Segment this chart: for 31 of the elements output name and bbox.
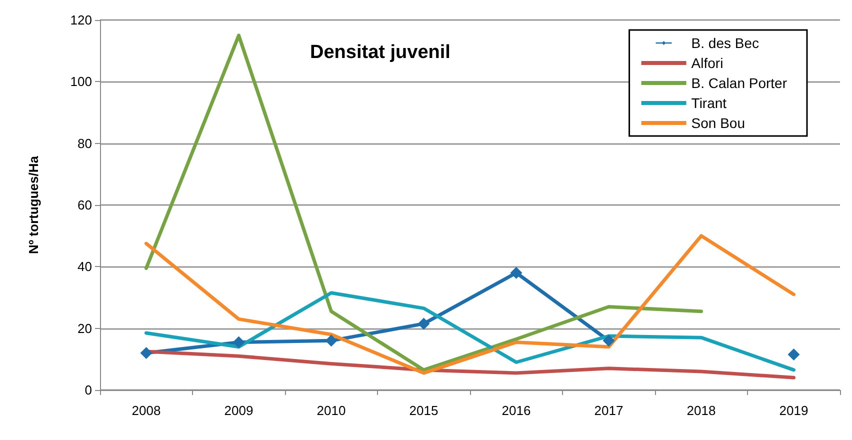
point [140,347,152,359]
y-tick-label: 20 [78,320,92,336]
line-series [144,291,796,372]
legend-label: Alfori [691,55,724,71]
x-tick-label: 2017 [594,403,624,418]
point [325,334,338,347]
y-tick-label: 80 [78,136,92,151]
text: Densitat juvenil [310,42,450,63]
y-tick-label: 40 [78,259,92,274]
y-tick-label: 60 [78,198,92,212]
y-tick-label: 0 [84,382,92,398]
y-axis-title: Nº tortugues/Ha [26,155,41,254]
x-tick-label: 2008 [132,403,161,418]
x-tick-label: 2009 [224,403,254,418]
point [510,266,522,279]
x-tick-label: 2016 [502,403,531,418]
point [232,336,245,348]
point [418,318,430,330]
y-tick-label: 120 [70,12,92,28]
x-tick-label: 2015 [409,403,438,418]
legend-label: B. Calan Porter [691,75,788,91]
point [788,348,800,361]
legend-label: Son Bou [691,115,746,131]
y-tick-label: 100 [70,74,92,90]
x-tick-label: 2019 [779,403,808,418]
x-tick-label: 2010 [316,403,346,418]
line-series [144,234,796,375]
x-tick-label: 2018 [686,403,716,418]
legend-label: Tirant [691,95,727,111]
legend-label: B. des Bec [691,35,759,51]
point [602,334,615,347]
